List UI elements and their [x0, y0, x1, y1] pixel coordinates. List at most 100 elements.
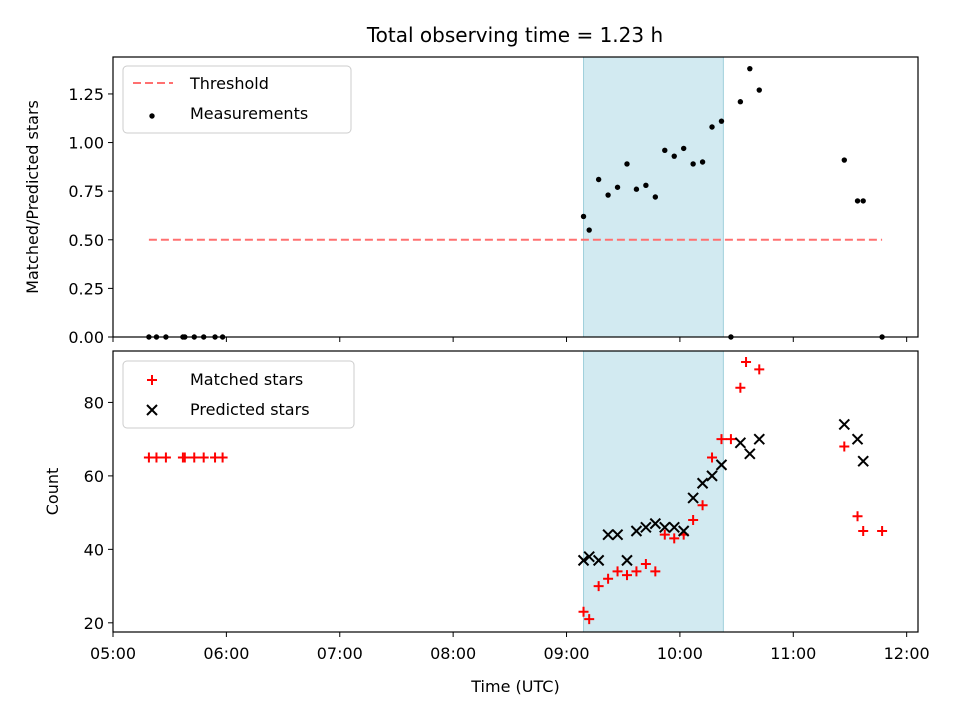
highlight-span: [583, 350, 724, 633]
x-axis-label: Time (UTC): [470, 677, 559, 696]
measurement-point: [662, 147, 668, 154]
matched-star-point: [839, 441, 850, 452]
matched-star-point: [179, 452, 190, 463]
measurement-point: [737, 99, 744, 105]
predicted-star-point: [659, 521, 671, 534]
measurement-point: [756, 87, 762, 93]
matched-star-point: [858, 525, 869, 536]
predicted-star-point: [851, 433, 864, 445]
y-tick-label: 40: [84, 540, 104, 559]
matched-star-point: [697, 500, 708, 511]
x-tick-label: 10:00: [657, 644, 703, 663]
predicted-star-point: [583, 550, 595, 563]
measurement-point: [709, 124, 715, 130]
legend-matched-swatch: [147, 375, 157, 385]
matched-star-point: [716, 434, 727, 445]
chart-title: Total observing time = 1.23 h: [366, 23, 663, 47]
predicted-star-point: [753, 433, 765, 445]
plot-frame: [112, 56, 919, 338]
x-tick-label: 05:00: [90, 644, 136, 663]
legend-predicted-label: Predicted stars: [190, 400, 310, 419]
matched-star-point: [688, 514, 699, 525]
matched-star-point: [593, 581, 604, 592]
x-tick-label: 07:00: [317, 644, 363, 663]
measurement-point: [699, 159, 706, 165]
matched-star-point: [217, 452, 228, 463]
predicted-star-point: [621, 554, 633, 567]
matched-star-point: [650, 566, 661, 577]
predicted-star-point: [677, 525, 690, 537]
predicted-star-point: [611, 528, 624, 541]
y-tick-label: 0.25: [68, 279, 104, 298]
matched-star-point: [669, 533, 680, 544]
measurement-point: [595, 176, 602, 183]
matched-star-point: [659, 529, 670, 540]
predicted-star-point: [744, 448, 756, 460]
x-tick-label: 08:00: [430, 644, 476, 663]
measurement-point: [718, 118, 725, 124]
y-tick-label: 60: [84, 467, 104, 486]
measurement-point: [690, 161, 696, 167]
x-tick-label: 09:00: [543, 644, 589, 663]
matched-star-point: [151, 452, 162, 463]
legend-box: [122, 65, 352, 134]
measurement-point: [747, 65, 753, 72]
y-axis-label: Count: [43, 468, 62, 516]
y-axis-label: Matched/Predicted stars: [23, 100, 42, 294]
measurement-point: [624, 161, 630, 167]
x-tick-label: 06:00: [203, 644, 249, 663]
predicted-star-point: [696, 477, 709, 489]
x-tick-label: 11:00: [770, 644, 816, 663]
bottom-panel: 20 40 60 80 05:00 06:00 07:00 08:00 09:00 10:00 11…: [43, 350, 930, 696]
measurement-point: [633, 186, 640, 192]
measurement-point: [605, 192, 611, 198]
predicted-star-point: [649, 517, 662, 530]
y-tick-label: 1.00: [68, 134, 104, 153]
measurement-point: [854, 198, 861, 204]
predicted-star-point: [706, 470, 718, 482]
y-tick-label: 0.50: [68, 231, 104, 250]
y-tick-label: 80: [84, 393, 104, 412]
predicted-star-point: [602, 528, 614, 541]
predicted-star-point: [838, 418, 851, 431]
y-tick-label: 0.00: [68, 328, 104, 347]
top-panel: 0.00 0.25 0.50 0.75 1.00 1.25 Matched/Predicte…: [23, 56, 919, 347]
predicted-star-point: [640, 521, 652, 534]
measurement-point: [614, 184, 621, 190]
measurement-point: [860, 198, 866, 204]
measurement-point: [841, 157, 848, 163]
measurement-point: [671, 153, 677, 159]
measurement-point: [652, 194, 659, 200]
predicted-star-point: [857, 455, 869, 467]
measurement-point: [586, 227, 592, 233]
plot-frame: [112, 350, 919, 633]
matched-star-point: [754, 364, 765, 375]
predicted-star-point: [734, 437, 747, 449]
matched-star-point: [621, 570, 632, 581]
matched-star-point: [735, 382, 746, 393]
matched-star-point: [603, 573, 614, 584]
matched-star-point: [725, 434, 736, 445]
matched-star-point: [198, 452, 209, 463]
y-tick-label: 0.75: [68, 182, 104, 201]
legend-measurements-label: Measurements: [190, 104, 308, 123]
predicted-star-point: [687, 492, 699, 504]
matched-star-point: [741, 357, 752, 368]
matched-star-point: [640, 559, 651, 570]
matched-star-point: [578, 606, 589, 617]
legend-matched-label: Matched stars: [190, 370, 303, 389]
matched-star-point: [189, 452, 200, 463]
predicted-star-point: [630, 525, 643, 537]
predicted-star-point: [668, 521, 680, 534]
matched-star-point: [707, 452, 718, 463]
matched-star-point: [160, 452, 171, 463]
legend-predicted-swatch: [146, 404, 158, 416]
legend-box: [122, 360, 355, 429]
predicted-star-point: [715, 459, 728, 471]
predicted-star-point: [592, 554, 605, 567]
predicted-star-point: [577, 554, 590, 567]
measurement-point: [580, 213, 587, 220]
measurement-point: [680, 145, 687, 152]
y-tick-label: 1.25: [68, 85, 104, 104]
